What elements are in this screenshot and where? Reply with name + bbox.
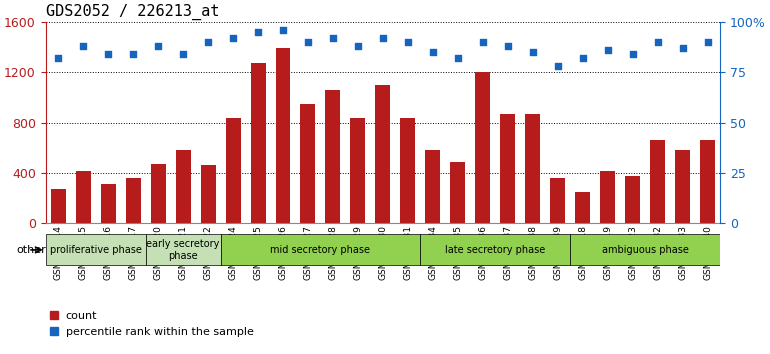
Point — [551, 63, 564, 69]
Bar — [101, 184, 116, 223]
Point — [302, 39, 314, 45]
Bar — [226, 118, 240, 223]
Point — [577, 55, 589, 61]
Bar — [601, 171, 615, 223]
Point — [502, 43, 514, 49]
Text: other: other — [16, 245, 45, 255]
Point — [252, 29, 264, 35]
Point — [277, 27, 290, 33]
Bar — [126, 178, 141, 223]
Point — [452, 55, 464, 61]
Point — [651, 39, 664, 45]
Bar — [51, 189, 65, 223]
Bar — [200, 165, 216, 223]
Text: proliferative phase: proliferative phase — [50, 245, 142, 255]
FancyBboxPatch shape — [146, 234, 220, 265]
Point — [52, 55, 64, 61]
Point — [427, 49, 439, 55]
Bar — [350, 118, 366, 223]
Point — [377, 35, 389, 41]
Point — [227, 35, 239, 41]
FancyBboxPatch shape — [420, 234, 571, 265]
Point — [677, 45, 689, 51]
Bar — [151, 164, 166, 223]
Point — [177, 51, 189, 57]
Bar — [551, 178, 565, 223]
Text: late secretory phase: late secretory phase — [445, 245, 545, 255]
Bar — [450, 162, 465, 223]
Bar — [525, 114, 541, 223]
Bar — [575, 192, 591, 223]
Text: mid secretory phase: mid secretory phase — [270, 245, 370, 255]
FancyBboxPatch shape — [571, 234, 720, 265]
Bar — [475, 72, 490, 223]
Point — [152, 43, 164, 49]
Point — [527, 49, 539, 55]
Bar — [651, 140, 665, 223]
Bar — [75, 171, 91, 223]
Bar — [700, 140, 715, 223]
Point — [352, 43, 364, 49]
Point — [477, 39, 489, 45]
Point — [627, 51, 639, 57]
Bar — [176, 150, 190, 223]
Text: ambiguous phase: ambiguous phase — [602, 245, 688, 255]
Bar — [300, 104, 316, 223]
FancyBboxPatch shape — [220, 234, 420, 265]
Bar — [400, 118, 416, 223]
Point — [701, 39, 714, 45]
Text: early secretory
phase: early secretory phase — [146, 239, 219, 261]
Text: GDS2052 / 226213_at: GDS2052 / 226213_at — [45, 4, 219, 21]
Bar — [326, 90, 340, 223]
Point — [326, 35, 339, 41]
Legend: count, percentile rank within the sample: count, percentile rank within the sample — [45, 307, 258, 341]
Bar — [500, 114, 515, 223]
Point — [102, 51, 114, 57]
Bar — [250, 63, 266, 223]
Bar — [675, 150, 690, 223]
Bar — [376, 85, 390, 223]
Bar — [425, 150, 440, 223]
Bar — [625, 176, 641, 223]
Point — [402, 39, 414, 45]
Point — [601, 47, 614, 53]
Bar — [276, 48, 290, 223]
Point — [202, 39, 214, 45]
Point — [127, 51, 139, 57]
Point — [77, 43, 89, 49]
FancyBboxPatch shape — [45, 234, 146, 265]
